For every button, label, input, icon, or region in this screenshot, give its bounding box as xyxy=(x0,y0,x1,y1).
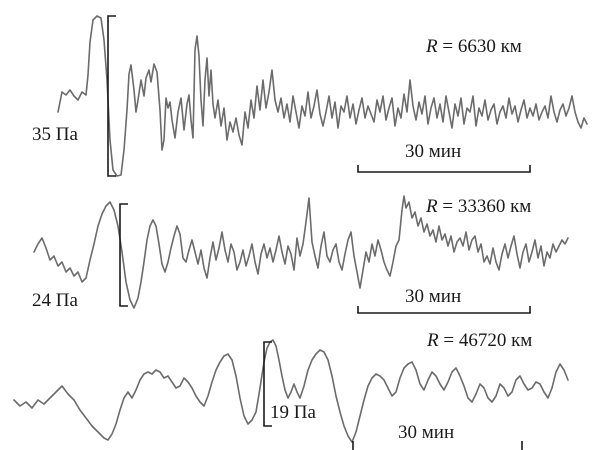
time-scale-bar-3 xyxy=(352,441,523,450)
range-value-3: = 46720 км xyxy=(439,330,533,351)
trace-panel-2: 24 Па R = 33360 км 30 мин xyxy=(32,195,569,314)
range-value-2: = 33360 км xyxy=(438,196,532,217)
time-scale-label-2: 30 мин xyxy=(405,286,461,307)
range-var-3: R xyxy=(426,330,439,351)
amplitude-bracket-2 xyxy=(119,203,128,307)
amplitude-bracket-1 xyxy=(107,15,116,177)
range-var-2: R xyxy=(425,196,438,217)
trace-panel-3: 19 Па R = 46720 км 30 мин xyxy=(13,330,569,450)
amplitude-bracket-3 xyxy=(263,341,272,427)
pressure-trace-3 xyxy=(13,339,569,443)
pressure-trace-2 xyxy=(33,195,569,309)
range-var-1: R xyxy=(425,36,438,57)
pressure-trace-1 xyxy=(57,15,588,177)
time-scale-bar-2 xyxy=(357,306,531,314)
amplitude-label-1: 35 Па xyxy=(32,124,78,145)
range-label-1: R = 6630 км xyxy=(425,36,522,57)
amplitude-label-2: 24 Па xyxy=(32,290,78,311)
range-value-1: = 6630 км xyxy=(438,36,522,57)
time-scale-bar-1 xyxy=(357,165,531,173)
range-label-3: R = 46720 км xyxy=(426,330,532,351)
time-scale-label-3: 30 мин xyxy=(398,422,454,443)
trace-panel-1: 35 Па R = 6630 км 30 мин xyxy=(32,15,588,177)
range-label-2: R = 33360 км xyxy=(425,196,531,217)
time-scale-label-1: 30 мин xyxy=(405,141,461,162)
amplitude-label-3: 19 Па xyxy=(270,402,316,423)
